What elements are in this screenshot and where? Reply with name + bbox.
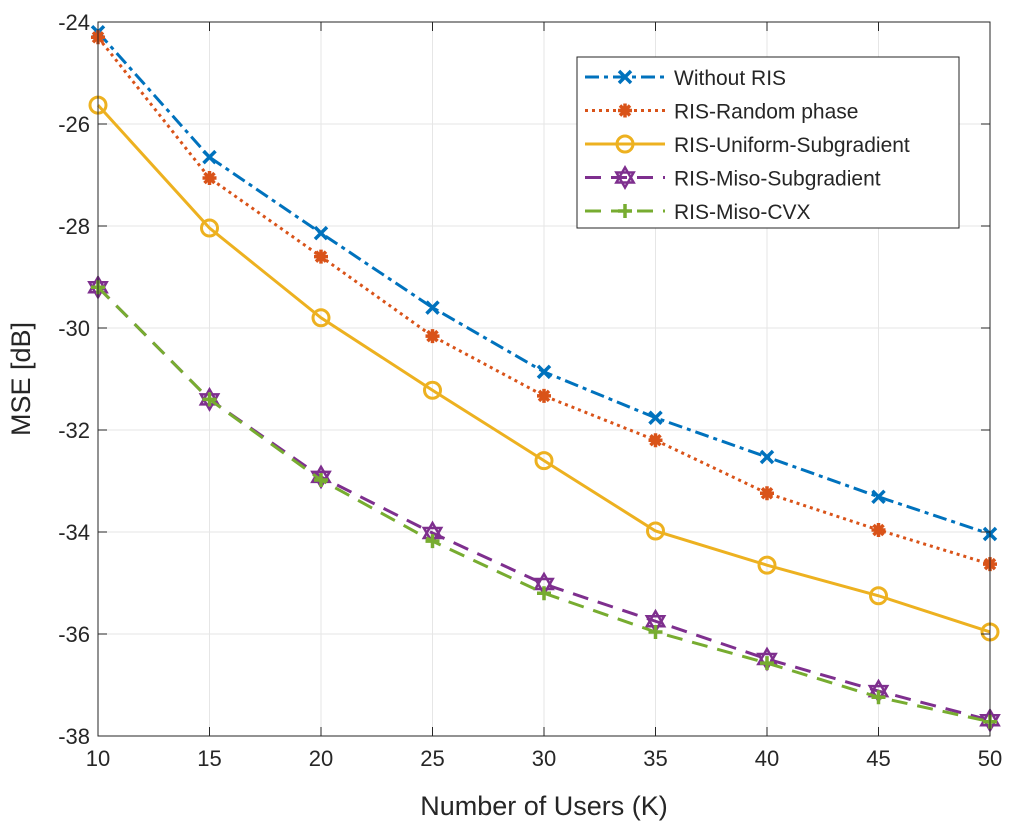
series-line (96, 36, 991, 566)
y-tick-label: -34 (58, 520, 90, 545)
x-marker (759, 449, 775, 465)
y-tick-label: -24 (58, 10, 90, 35)
asterisk-marker (537, 388, 551, 403)
asterisk-marker (202, 171, 217, 186)
plus-marker (648, 624, 663, 639)
asterisk-marker (425, 329, 440, 344)
series-line (96, 104, 991, 634)
plus-marker (871, 690, 886, 705)
circle-marker (757, 555, 777, 575)
ticks: 10 15 20 25 30 35 40 45 50 -24 -26 -28 -30 -32 -34 -36 -… (58, 10, 1002, 771)
circle-marker (615, 134, 635, 154)
legend-entry: RIS-Miso-Subgradient (585, 165, 881, 191)
hexagram-marker (644, 615, 667, 634)
plus-marker (202, 392, 217, 407)
x-tick-label: 45 (866, 746, 890, 771)
x-marker (536, 364, 552, 380)
legend-label: RIS-Uniform-Subgradient (674, 134, 910, 157)
legend-entry: RIS-Random phase (585, 101, 858, 124)
hexagram-marker (421, 526, 444, 546)
x-marker (617, 69, 633, 85)
x-tick-label: 15 (197, 746, 221, 771)
x-marker (313, 225, 329, 241)
x-marker (648, 410, 663, 425)
x-tick-label: 25 (420, 746, 444, 771)
plus-marker (537, 586, 551, 601)
y-tick-label: -32 (58, 418, 90, 443)
legend-label: RIS-Miso-Subgradient (674, 168, 881, 191)
circle-marker (646, 521, 665, 541)
x-tick-label: 40 (755, 746, 779, 771)
hexagram-marker (614, 165, 636, 184)
circle-marker (534, 451, 554, 471)
x-tick-label: 35 (643, 746, 667, 771)
legend-label: Without RIS (674, 67, 786, 90)
legend-entry: RIS-Uniform-Subgradient (585, 134, 910, 157)
y-tick-label: -36 (58, 622, 90, 647)
asterisk-marker (648, 433, 663, 448)
asterisk-marker (760, 486, 774, 501)
y-tick-label: -28 (58, 214, 90, 239)
x-marker (425, 300, 440, 315)
circle-marker (423, 380, 442, 400)
y-tick-label: -26 (58, 112, 90, 137)
hexagram-marker (533, 577, 555, 597)
circle-marker (311, 308, 331, 328)
y-tick-label: -38 (58, 724, 90, 749)
legend-entry: Without RIS (585, 67, 786, 90)
series-0 (90, 24, 998, 542)
legend: Without RIS RIS-Random phase RIS-Uniform-S… (576, 56, 960, 229)
plus-marker (760, 656, 774, 671)
x-tick-label: 50 (978, 746, 1002, 771)
x-tick-label: 10 (86, 746, 110, 771)
legend-label: RIS-Random phase (674, 101, 858, 124)
y-tick-label: -30 (58, 316, 90, 341)
x-tick-label: 20 (309, 746, 333, 771)
plus-marker (618, 204, 632, 218)
circle-marker (869, 586, 888, 606)
asterisk-marker (871, 522, 886, 537)
plus-marker (314, 472, 328, 487)
x-marker (871, 489, 886, 505)
x-tick-label: 30 (532, 746, 556, 771)
asterisk-marker (314, 249, 328, 264)
asterisk-marker (618, 103, 632, 118)
x-axis-label: Number of Users (K) (420, 791, 668, 821)
circle-marker (200, 218, 219, 238)
hexagram-marker (867, 684, 890, 704)
legend-entry: RIS-Miso-CVX (585, 201, 811, 224)
legend-label: RIS-Miso-CVX (674, 201, 811, 224)
hexagram-marker (614, 171, 636, 190)
plus-marker (425, 534, 440, 549)
y-axis-label: MSE [dB] (6, 322, 36, 436)
x-marker (202, 149, 217, 165)
